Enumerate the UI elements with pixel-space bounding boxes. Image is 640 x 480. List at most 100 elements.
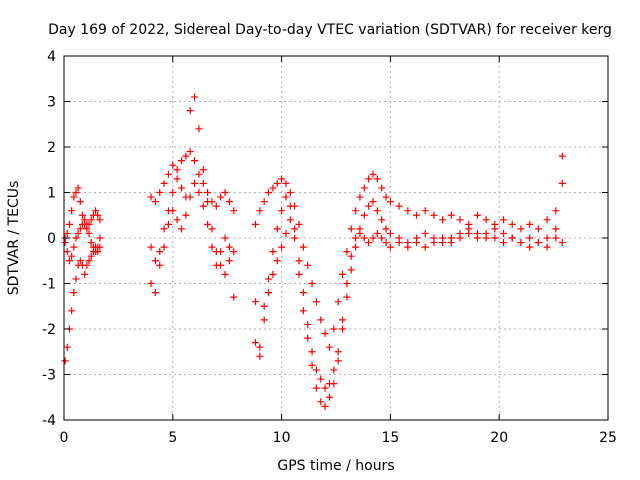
data-point [312,366,320,374]
data-point [552,234,560,242]
y-axis-label: SDTVAR / TECUs [6,181,22,296]
data-point [78,211,86,219]
data-point [195,125,203,133]
data-point [87,216,95,224]
data-point [85,229,93,237]
data-point [151,198,159,206]
data-point [76,225,84,233]
series-kerg-C [61,179,566,392]
data-point [500,216,508,224]
data-point [413,211,421,219]
data-point [81,270,89,278]
data-point [191,179,199,187]
data-point [61,357,69,365]
data-point [339,270,347,278]
data-point [295,270,303,278]
x-tick-label: 25 [599,430,617,446]
x-tick-label: 15 [381,430,399,446]
data-point [395,202,403,210]
data-point [63,229,71,237]
data-point [317,398,325,406]
data-point [265,189,273,196]
data-point [552,207,560,215]
data-point [76,257,84,265]
data-point [94,248,102,256]
data-point [72,275,80,283]
data-point [456,234,464,242]
data-point [330,366,338,374]
data-point [92,207,100,215]
data-point [508,234,516,242]
data-point [225,198,233,206]
data-point [304,334,312,342]
data-point [526,234,534,242]
data-point [369,170,377,178]
data-point [421,243,429,251]
data-point [339,316,347,324]
data-point [508,220,516,228]
data-point [325,343,333,351]
data-point [552,225,560,233]
data-point [72,189,80,196]
data-point [312,384,320,392]
data-point [386,229,394,237]
data-point [386,243,394,251]
data-point [178,225,186,233]
y-tick-label: -4 [42,413,56,429]
data-point [386,198,394,206]
data-point [68,252,76,260]
data-point [72,234,80,242]
data-point [334,357,342,365]
data-point [343,248,351,256]
data-point [286,189,294,196]
data-point [365,239,373,247]
data-point [156,189,164,196]
y-tick-label: 3 [47,95,56,111]
data-point [195,170,203,178]
data-point [473,234,481,242]
data-point [369,234,377,242]
data-point [482,216,490,224]
data-point [260,302,268,310]
data-point [447,211,455,219]
data-point [151,289,159,297]
data-point [191,93,199,101]
data-point [543,243,551,251]
x-axis-ticks: 0 5 10 15 20 25 [60,56,617,446]
x-tick-label: 10 [273,430,291,446]
data-point [85,257,93,265]
data-point [558,239,566,247]
y-tick-label: 1 [47,186,56,202]
data-point [74,229,82,237]
data-point [347,266,355,274]
data-point [308,348,316,356]
data-point [164,170,172,178]
data-point [156,248,164,256]
data-point [186,148,194,156]
data-point [251,339,259,347]
data-point [365,175,373,183]
data-point [76,198,84,206]
data-point [360,211,368,219]
data-point [421,207,429,215]
data-point [273,225,281,233]
data-point [304,261,312,269]
data-point [491,225,499,233]
data-point [269,270,277,278]
data-point [278,175,286,183]
data-point [299,307,307,315]
data-point [373,207,381,215]
data-point [282,193,290,201]
data-point [160,243,168,251]
data-point [334,298,342,306]
x-tick-label: 20 [490,430,508,446]
data-point [360,234,368,242]
data-point [430,211,438,219]
data-point [308,280,316,287]
data-point [221,189,229,196]
data-point [260,198,268,206]
data-point [517,225,525,233]
data-point [256,207,264,215]
data-point [186,193,194,201]
data-point [156,261,164,269]
